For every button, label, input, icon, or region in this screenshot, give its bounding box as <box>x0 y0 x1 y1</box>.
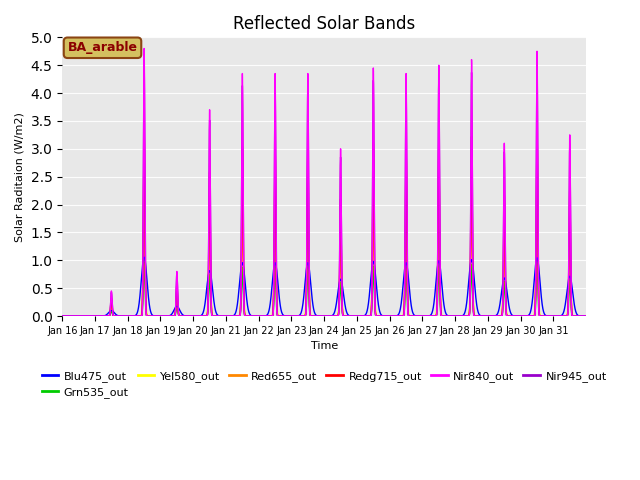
Red655_out <box>507 313 515 319</box>
Redg715_out <box>372 311 380 317</box>
Yel580_out <box>582 313 590 319</box>
Title: Reflected Solar Bands: Reflected Solar Bands <box>233 15 415 33</box>
Grn535_out <box>493 313 501 319</box>
Red655_out <box>344 313 351 319</box>
Redg715_out <box>582 313 590 319</box>
Grn535_out <box>582 313 590 319</box>
Blu475_out <box>507 311 515 316</box>
Line: Yel580_out: Yel580_out <box>62 215 586 316</box>
Red655_out <box>140 201 148 206</box>
X-axis label: Time: Time <box>310 341 338 351</box>
Redg715_out <box>344 313 351 319</box>
Red655_out <box>493 313 501 319</box>
Red655_out <box>582 313 590 319</box>
Legend: Blu475_out, Grn535_out, Yel580_out, Red655_out, Redg715_out, Nir840_out, Nir945_: Blu475_out, Grn535_out, Yel580_out, Red6… <box>37 366 611 402</box>
Grn535_out <box>507 313 515 319</box>
Line: Nir840_out: Nir840_out <box>62 48 586 316</box>
Line: Blu475_out: Blu475_out <box>62 257 586 316</box>
Y-axis label: Solar Raditaion (W/m2): Solar Raditaion (W/m2) <box>15 112 25 241</box>
Nir945_out <box>507 313 515 319</box>
Redg715_out <box>167 313 175 319</box>
Nir840_out <box>140 46 148 51</box>
Redg715_out <box>507 313 515 319</box>
Nir945_out <box>493 313 501 319</box>
Blu475_out <box>167 312 175 318</box>
Nir840_out <box>493 313 501 319</box>
Nir840_out <box>167 313 175 319</box>
Grn535_out <box>140 260 148 265</box>
Nir945_out <box>140 59 148 65</box>
Blu475_out <box>344 311 351 317</box>
Red655_out <box>468 206 476 212</box>
Grn535_out <box>58 313 66 319</box>
Nir840_out <box>372 312 380 318</box>
Nir840_out <box>468 60 476 66</box>
Line: Nir945_out: Nir945_out <box>62 62 586 316</box>
Yel580_out <box>58 313 66 319</box>
Text: BA_arable: BA_arable <box>67 41 138 54</box>
Nir840_out <box>58 313 66 319</box>
Red655_out <box>167 313 175 319</box>
Blu475_out <box>58 313 66 319</box>
Redg715_out <box>493 313 501 319</box>
Nir945_out <box>58 313 66 319</box>
Red655_out <box>58 313 66 319</box>
Yel580_out <box>507 313 515 319</box>
Redg715_out <box>58 313 66 319</box>
Grn535_out <box>344 313 351 319</box>
Line: Red655_out: Red655_out <box>62 204 586 316</box>
Yel580_out <box>493 313 501 319</box>
Yel580_out <box>140 212 148 217</box>
Nir945_out <box>344 313 351 319</box>
Grn535_out <box>167 313 175 319</box>
Blu475_out <box>140 254 148 260</box>
Line: Grn535_out: Grn535_out <box>62 263 586 316</box>
Blu475_out <box>468 257 476 263</box>
Blu475_out <box>372 272 380 278</box>
Nir840_out <box>344 313 351 319</box>
Yel580_out <box>372 305 380 311</box>
Nir945_out <box>167 313 175 319</box>
Red655_out <box>372 310 380 316</box>
Blu475_out <box>582 313 590 319</box>
Nir840_out <box>582 313 590 319</box>
Nir945_out <box>372 311 380 317</box>
Grn535_out <box>372 312 380 317</box>
Line: Redg715_out: Redg715_out <box>62 129 586 316</box>
Yel580_out <box>344 313 351 319</box>
Redg715_out <box>140 126 148 132</box>
Nir945_out <box>468 73 476 79</box>
Nir945_out <box>582 313 590 319</box>
Nir840_out <box>507 313 515 319</box>
Redg715_out <box>468 136 476 142</box>
Blu475_out <box>493 311 501 317</box>
Yel580_out <box>167 313 175 319</box>
Grn535_out <box>468 263 476 268</box>
Yel580_out <box>468 216 476 222</box>
